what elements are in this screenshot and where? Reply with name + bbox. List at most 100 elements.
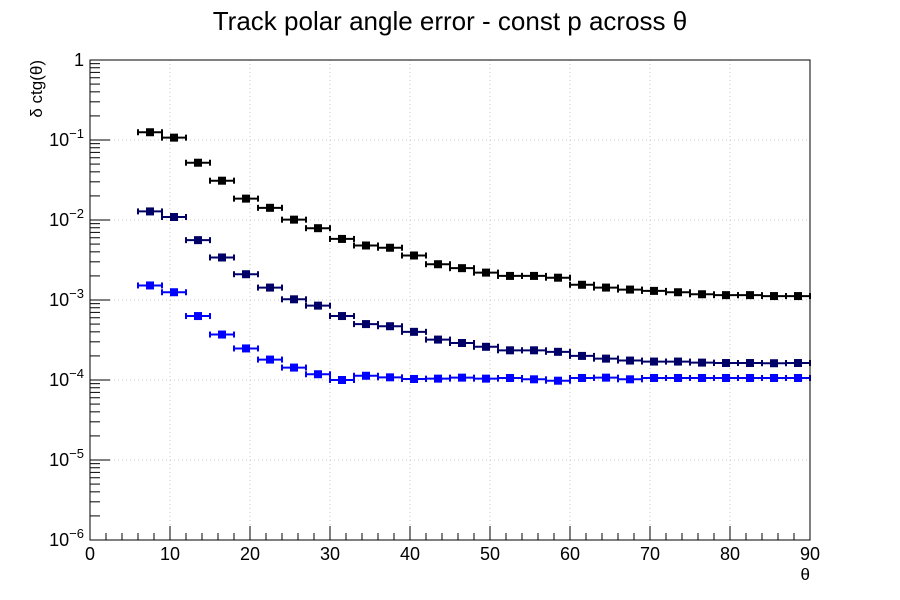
data-point (650, 357, 658, 366)
data-point (290, 215, 298, 224)
x-tick-label: 50 (480, 544, 500, 564)
data-point (410, 251, 418, 260)
data-point (554, 376, 562, 385)
data-point (650, 373, 658, 382)
y-tick-label: 1 (74, 50, 84, 70)
data-point (242, 344, 250, 353)
series-group (137, 281, 811, 385)
data-series (137, 128, 811, 385)
x-axis-label: θ (801, 565, 810, 584)
data-point (674, 373, 682, 382)
data-point (386, 322, 394, 331)
y-tick-label: 10−2 (49, 206, 84, 230)
data-point (506, 271, 514, 280)
data-point (458, 339, 466, 348)
data-point (242, 270, 250, 279)
data-point (722, 291, 730, 300)
data-point (218, 176, 226, 185)
data-point (194, 236, 202, 245)
data-point (650, 286, 658, 295)
data-point (314, 370, 322, 379)
y-tick-label: 10−6 (49, 526, 84, 550)
data-point (746, 373, 754, 382)
data-point (770, 292, 778, 301)
data-point (458, 373, 466, 382)
data-point (338, 234, 346, 243)
data-point (266, 203, 274, 212)
y-tick-label: 10−3 (49, 286, 84, 310)
data-point (674, 288, 682, 297)
data-point (410, 327, 418, 336)
data-point (770, 359, 778, 368)
data-point (146, 281, 154, 290)
data-point (338, 312, 346, 321)
data-point (218, 253, 226, 262)
data-point (626, 356, 634, 365)
axes: 0 10 20 30 40 50 60 70 80 90 10−6 10−5 10−4 10−3 10−2 1… (49, 50, 820, 564)
chart-title: Track polar angle error - const p across… (213, 6, 687, 36)
data-point (218, 330, 226, 339)
data-point (794, 359, 802, 368)
data-point (770, 373, 778, 382)
data-point (602, 283, 610, 292)
x-tick-label: 0 (85, 544, 95, 564)
x-tick-label: 10 (160, 544, 180, 564)
data-point (602, 373, 610, 382)
data-point (146, 207, 154, 216)
data-point (314, 301, 322, 310)
data-point (266, 355, 274, 364)
x-tick-label: 60 (560, 544, 580, 564)
data-point (386, 373, 394, 382)
data-point (506, 373, 514, 382)
grid (90, 60, 810, 540)
data-point (266, 283, 274, 292)
data-point (722, 373, 730, 382)
data-point (242, 194, 250, 203)
series-group (137, 128, 811, 301)
data-point (170, 288, 178, 297)
data-point (194, 158, 202, 167)
data-point (386, 243, 394, 252)
data-point (530, 346, 538, 355)
series-group (137, 207, 811, 368)
data-point (722, 359, 730, 368)
data-point (554, 273, 562, 282)
x-tick-label: 40 (400, 544, 420, 564)
data-point (530, 271, 538, 280)
data-point (434, 260, 442, 269)
data-point (578, 280, 586, 289)
data-point (506, 346, 514, 355)
data-point (698, 290, 706, 299)
data-point (482, 374, 490, 383)
data-point (698, 358, 706, 367)
data-point (482, 342, 490, 351)
data-point (170, 213, 178, 222)
data-point (602, 354, 610, 363)
y-tick-label: 10−5 (49, 446, 84, 470)
data-point (290, 363, 298, 372)
data-point (194, 312, 202, 321)
y-tick-label: 10−1 (49, 126, 84, 150)
data-point (362, 371, 370, 380)
data-point (362, 241, 370, 250)
x-tick-label: 70 (640, 544, 660, 564)
data-point (698, 373, 706, 382)
data-point (338, 376, 346, 384)
data-point (578, 351, 586, 360)
data-point (290, 295, 298, 304)
data-point (530, 375, 538, 384)
data-point (626, 285, 634, 294)
y-axis-label: δ ctg(θ) (27, 60, 46, 118)
x-tick-label: 80 (720, 544, 740, 564)
x-tick-label: 90 (800, 544, 820, 564)
data-point (170, 133, 178, 142)
data-point (578, 373, 586, 382)
data-point (314, 224, 322, 233)
data-point (626, 375, 634, 384)
data-point (362, 320, 370, 329)
x-tick-label: 20 (240, 544, 260, 564)
data-point (794, 373, 802, 382)
data-point (674, 357, 682, 366)
data-point (434, 374, 442, 383)
